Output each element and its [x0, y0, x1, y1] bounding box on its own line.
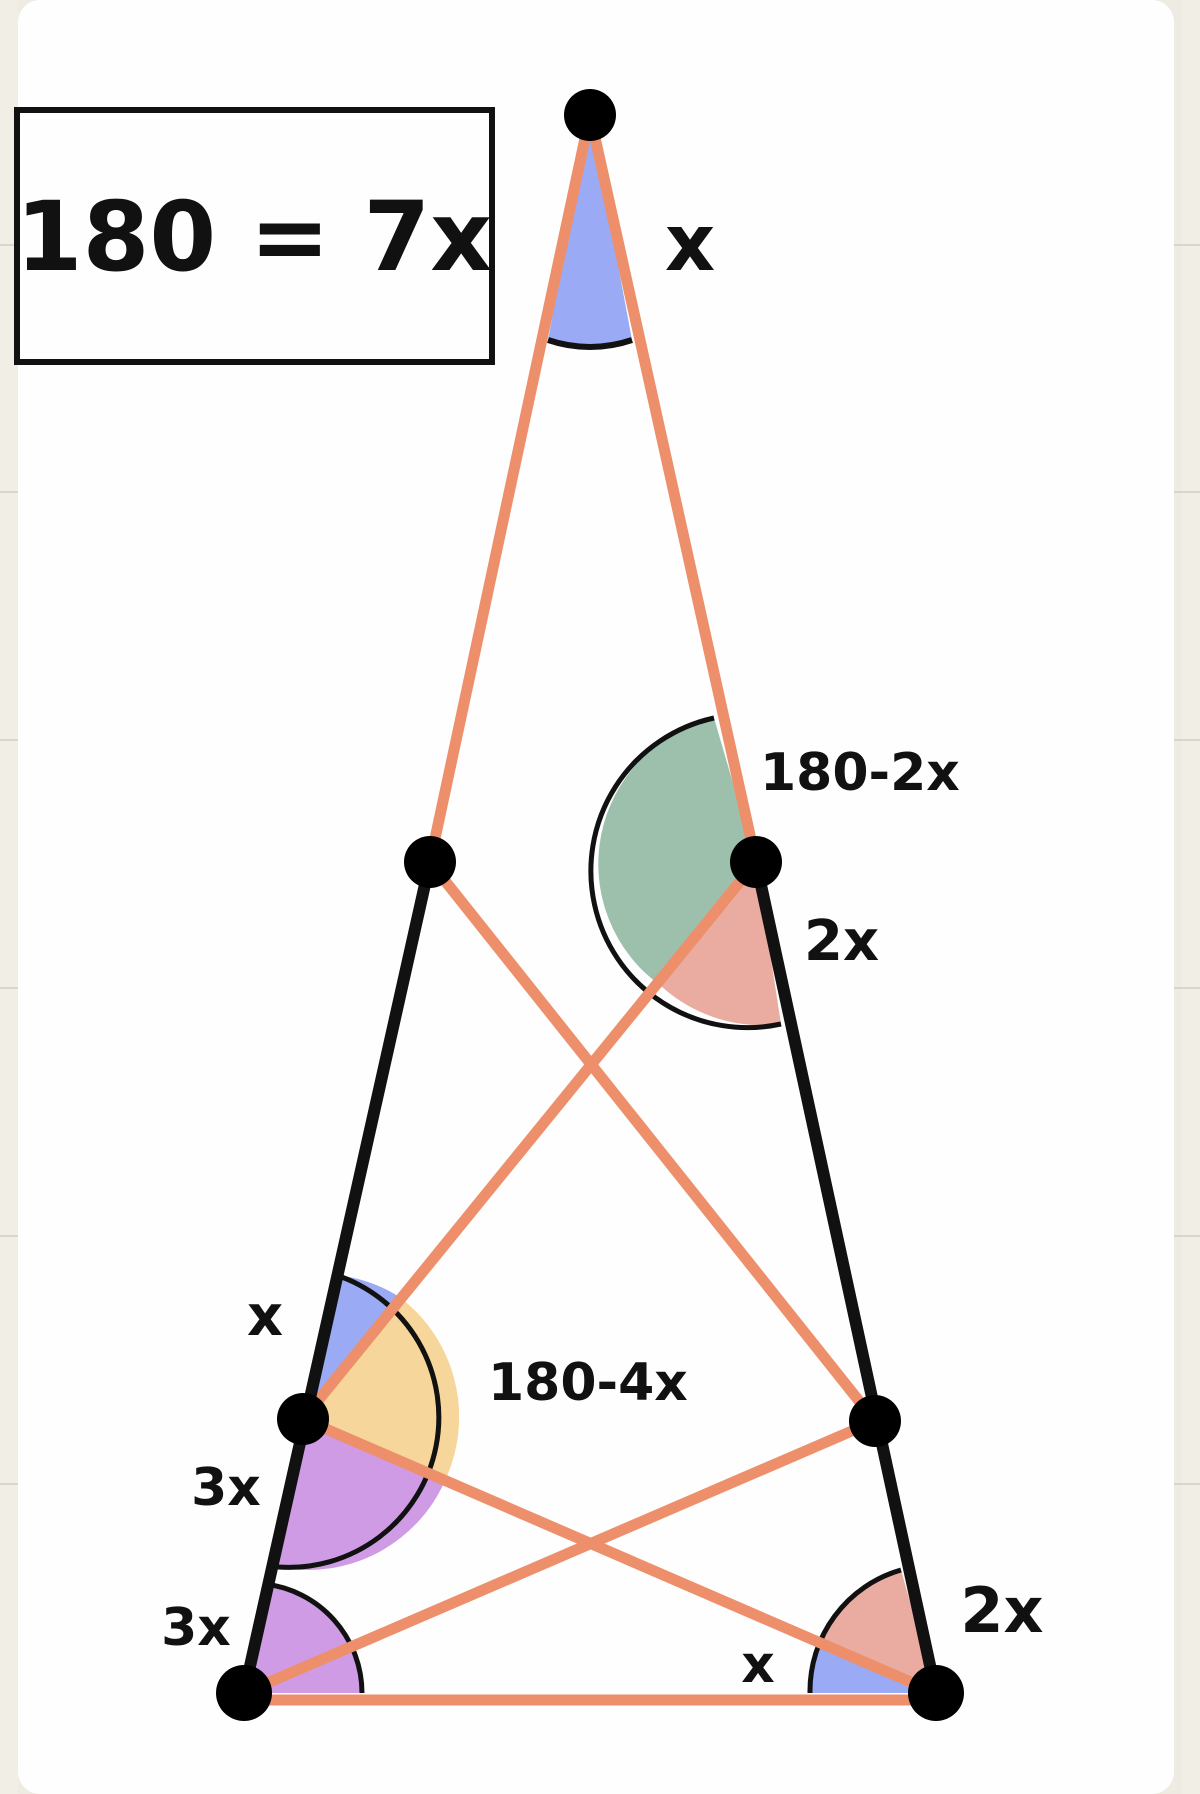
segment-lower-left-to-bottom-right — [297, 1413, 942, 1699]
equation-text: 180 = 7x — [16, 181, 492, 293]
bottom-left-purple-wedge — [244, 1584, 362, 1693]
vertex-lower-left — [277, 1393, 329, 1445]
apex-angle-arc — [547, 337, 633, 350]
label-bottom-right-lower: x — [741, 1635, 775, 1695]
paper-edge-left — [0, 0, 18, 1794]
label-apex-angle: x — [665, 199, 715, 289]
vertex-bottom-left — [216, 1665, 272, 1721]
vertex-lower-right — [849, 1395, 901, 1447]
left-mid-purple-wedge — [278, 1419, 447, 1570]
left-leg-lower — [238, 856, 436, 1699]
upper-right-pink-wedge — [661, 862, 781, 1026]
equation-box: 180 = 7x — [14, 107, 495, 365]
paper-edge-right — [1182, 0, 1200, 1794]
segment-upper-left-to-lower-right — [424, 856, 881, 1427]
equation-box-border — [14, 107, 495, 365]
label-bottom-right-upper: 2x — [960, 1574, 1043, 1647]
vertex-upper-right — [730, 836, 782, 888]
label-upper-right-interior: 2x — [804, 909, 879, 974]
vertex-apex — [564, 89, 616, 141]
apex-angle-wedge — [548, 115, 632, 347]
segment-lower-right-to-bottom-left — [238, 1415, 881, 1699]
label-upper-right-exterior: 180-2x — [760, 743, 960, 803]
label-left-mid-bottom: 3x — [191, 1458, 261, 1518]
ruled-lines — [0, 244, 1200, 1485]
orange-segments — [238, 109, 942, 1706]
upper-right-arc — [588, 715, 782, 1031]
black-edges — [238, 856, 942, 1699]
right-leg-lower — [750, 856, 942, 1699]
bottom-right-arc — [807, 1567, 902, 1694]
vertex-upper-left — [404, 836, 456, 888]
bottom-left-arc — [264, 1581, 365, 1694]
label-left-mid-center: 180-4x — [488, 1353, 688, 1413]
segment-upper-right-to-lower-left — [297, 856, 762, 1425]
angle-wedges — [244, 115, 936, 1694]
vertex-bottom-right — [908, 1665, 964, 1721]
vertices — [216, 89, 964, 1721]
segment-apex-right — [584, 109, 762, 868]
angle-labels: x 180-2x 2x x 180-4x 3x 3x x 2x — [161, 199, 1043, 1695]
label-bottom-left: 3x — [161, 1598, 231, 1658]
upper-right-green-wedge — [598, 718, 756, 986]
label-left-mid-top: x — [247, 1284, 283, 1349]
segment-apex-left — [424, 109, 596, 868]
